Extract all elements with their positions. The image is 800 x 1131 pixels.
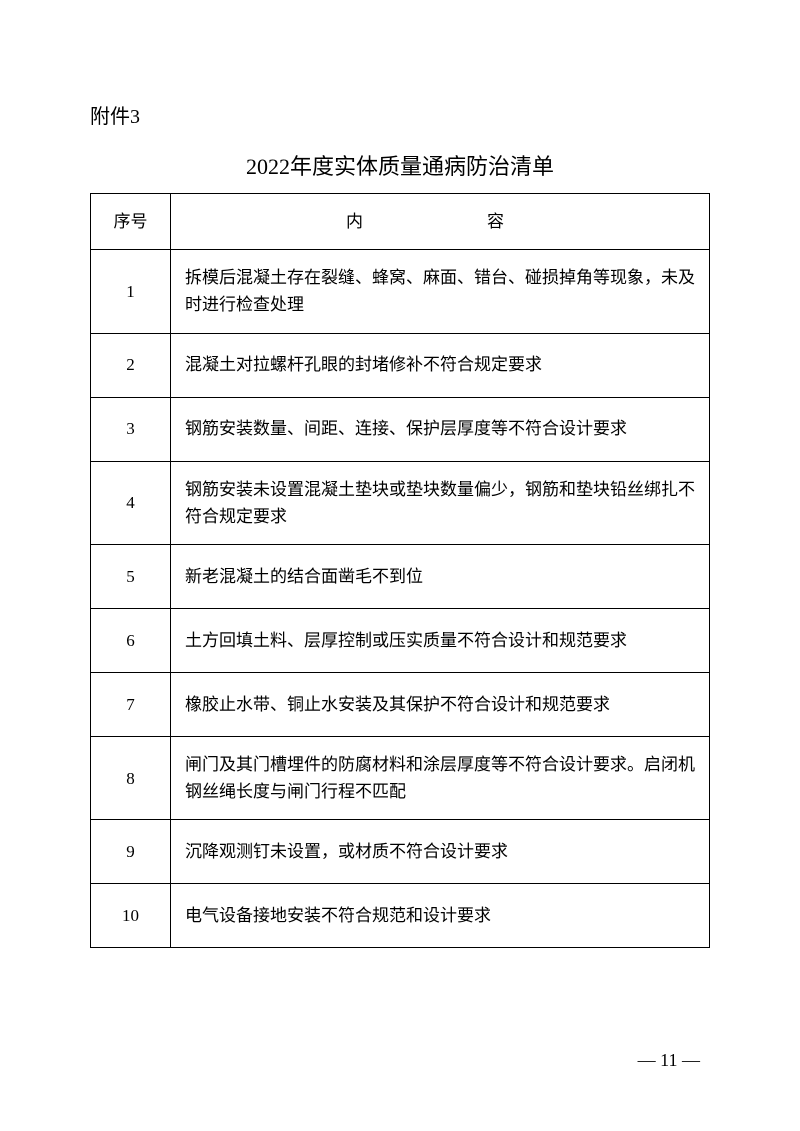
row-num: 1 (91, 250, 171, 333)
row-num: 3 (91, 397, 171, 461)
row-content: 沉降观测钉未设置，或材质不符合设计要求 (171, 820, 710, 884)
row-num: 6 (91, 608, 171, 672)
table-row: 7橡胶止水带、铜止水安装及其保护不符合设计和规范要求 (91, 672, 710, 736)
row-content: 混凝土对拉螺杆孔眼的封堵修补不符合规定要求 (171, 333, 710, 397)
row-content: 拆模后混凝土存在裂缝、蜂窝、麻面、错台、碰损掉角等现象，未及时进行检查处理 (171, 250, 710, 333)
document-title: 2022年度实体质量通病防治清单 (90, 149, 710, 181)
row-content: 橡胶止水带、铜止水安装及其保护不符合设计和规范要求 (171, 672, 710, 736)
table-row: 5新老混凝土的结合面凿毛不到位 (91, 544, 710, 608)
attachment-label: 附件3 (90, 100, 710, 129)
row-content: 闸门及其门槽埋件的防腐材料和涂层厚度等不符合设计要求。启闭机钢丝绳长度与闸门行程… (171, 736, 710, 819)
table-row: 8闸门及其门槽埋件的防腐材料和涂层厚度等不符合设计要求。启闭机钢丝绳长度与闸门行… (91, 736, 710, 819)
table-row: 4钢筋安装未设置混凝土垫块或垫块数量偏少，钢筋和垫块铅丝绑扎不符合规定要求 (91, 461, 710, 544)
defect-table: 序号 内 容 1拆模后混凝土存在裂缝、蜂窝、麻面、错台、碰损掉角等现象，未及时进… (90, 193, 710, 948)
table-row: 10电气设备接地安装不符合规范和设计要求 (91, 884, 710, 948)
row-num: 8 (91, 736, 171, 819)
row-num: 5 (91, 544, 171, 608)
row-num: 10 (91, 884, 171, 948)
page-number: — 11 — (638, 1050, 700, 1071)
table-row: 1拆模后混凝土存在裂缝、蜂窝、麻面、错台、碰损掉角等现象，未及时进行检查处理 (91, 250, 710, 333)
page-container: 附件3 2022年度实体质量通病防治清单 序号 内 容 1拆模后混凝土存在裂缝、… (0, 0, 800, 1008)
table-header-row: 序号 内 容 (91, 194, 710, 250)
row-num: 9 (91, 820, 171, 884)
row-num: 2 (91, 333, 171, 397)
row-num: 4 (91, 461, 171, 544)
table-row: 3钢筋安装数量、间距、连接、保护层厚度等不符合设计要求 (91, 397, 710, 461)
row-content: 土方回填土料、层厚控制或压实质量不符合设计和规范要求 (171, 608, 710, 672)
row-content: 电气设备接地安装不符合规范和设计要求 (171, 884, 710, 948)
row-content: 钢筋安装数量、间距、连接、保护层厚度等不符合设计要求 (171, 397, 710, 461)
table-row: 2混凝土对拉螺杆孔眼的封堵修补不符合规定要求 (91, 333, 710, 397)
col-header-num: 序号 (91, 194, 171, 250)
table-row: 6土方回填土料、层厚控制或压实质量不符合设计和规范要求 (91, 608, 710, 672)
row-content: 钢筋安装未设置混凝土垫块或垫块数量偏少，钢筋和垫块铅丝绑扎不符合规定要求 (171, 461, 710, 544)
row-content: 新老混凝土的结合面凿毛不到位 (171, 544, 710, 608)
table-row: 9沉降观测钉未设置，或材质不符合设计要求 (91, 820, 710, 884)
col-header-content: 内 容 (171, 194, 710, 250)
row-num: 7 (91, 672, 171, 736)
